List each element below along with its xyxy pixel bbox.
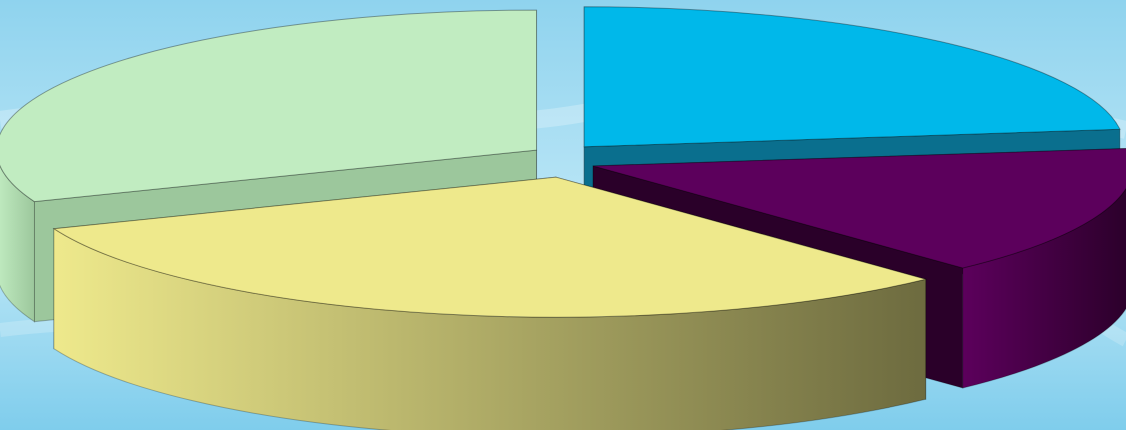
slice-1-top bbox=[583, 6, 1121, 148]
slice-3-top bbox=[52, 176, 928, 318]
pie-slice-3 bbox=[52, 176, 928, 430]
slice-2-top bbox=[592, 148, 1126, 269]
slice-4-top bbox=[0, 9, 538, 203]
